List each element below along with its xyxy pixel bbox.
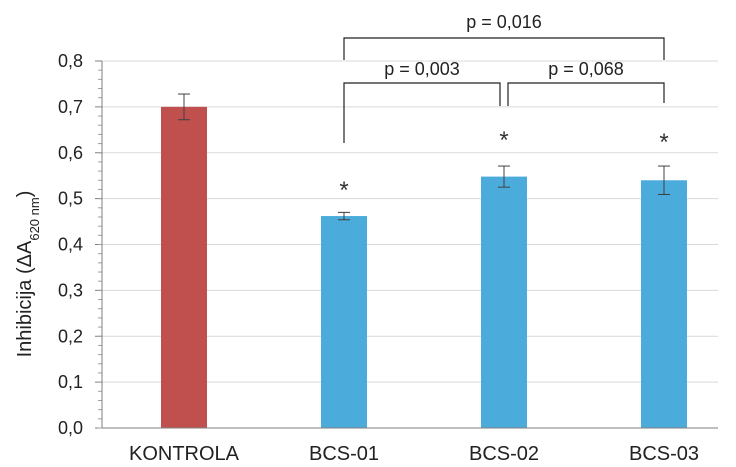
y-axis-label-close: )	[14, 191, 36, 198]
axes: 0,0 0,1 0,2 0,3 0,4 0,5 0,6 0,7 0,8 KONTROLA BCS-0…	[58, 51, 718, 465]
y-tick-label-5: 0,5	[58, 189, 83, 209]
y-tick-label-6: 0,6	[58, 143, 83, 163]
annotations: * * * p = 0,003 p = 0,068 p = 0,016	[339, 12, 668, 204]
y-tick-label-0: 0,0	[58, 418, 83, 438]
y-tick-label-3: 0,3	[58, 280, 83, 300]
comparison-bracket-1	[507, 82, 665, 106]
comparison-bracket-0	[343, 82, 501, 143]
y-tick-label-4: 0,4	[58, 235, 83, 255]
bar-bcs-03	[641, 180, 687, 428]
bar-bcs-02	[481, 176, 527, 428]
y-axis-label: Inhibicija (ΔA620 nm)	[14, 191, 42, 358]
bar-kontrola	[161, 106, 207, 428]
x-category-label-1: BCS-01	[309, 443, 379, 465]
comparison-label-1: p = 0,068	[548, 59, 624, 79]
y-axis-label-subscript: 620 nm	[27, 197, 42, 240]
significance-mark-0: *	[339, 177, 348, 204]
x-category-label-3: BCS-03	[629, 443, 699, 465]
y-tick-label-2: 0,2	[58, 326, 83, 346]
significance-mark-1: *	[499, 127, 508, 154]
y-tick-label-8: 0,8	[58, 51, 83, 71]
significance-mark-2: *	[659, 129, 668, 156]
y-tick-label-7: 0,7	[58, 97, 83, 117]
x-category-label-0: KONTROLA	[129, 443, 240, 465]
x-category-label-2: BCS-02	[469, 443, 539, 465]
y-axis-label-main: Inhibicija (ΔA	[14, 240, 36, 357]
bar-bcs-01	[321, 216, 367, 428]
bars	[161, 93, 687, 428]
comparison-bracket-2	[343, 37, 665, 60]
y-tick-label-1: 0,1	[58, 372, 83, 392]
comparison-label-0: p = 0,003	[384, 59, 460, 79]
comparison-label-2: p = 0,016	[466, 12, 542, 32]
